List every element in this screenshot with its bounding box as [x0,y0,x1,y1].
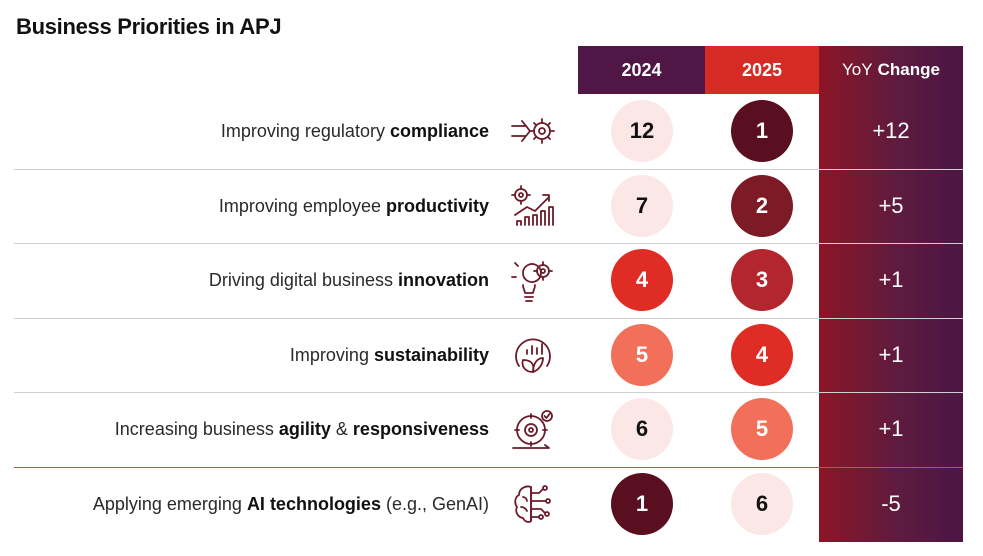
priority-label-pre: Improving [289,344,374,365]
priority-label: Applying emerging AI technologies (e.g.,… [93,467,489,541]
priority-label-pre: Increasing business [114,418,279,439]
compliance-gear-arrow-icon [511,118,555,144]
priority-row: Improving employee productivity 7 2 +5 [14,169,963,243]
page-title: Business Priorities in APJ [16,14,282,39]
yoy-change-value: +1 [878,267,904,292]
priority-label-pre: Applying emerging [92,493,247,514]
column-header-2024: 2024 [578,46,705,94]
rank-2024-circle: 4 [611,249,673,311]
rank-2024-circle: 12 [611,100,673,162]
priority-row: Improving sustainability 5 4 +1 [14,318,963,392]
row-divider [14,318,963,319]
agility-target-gear-icon [512,410,553,449]
priority-label-bold1: innovation [398,269,489,290]
priority-label-bold1: sustainability [373,344,489,365]
priority-label-pre: Driving digital business [208,269,398,290]
rank-2025-circle: 3 [731,249,793,311]
priority-label-bold1: productivity [385,195,489,216]
priority-label-bold1: compliance [389,120,489,141]
priority-label-post: (e.g., GenAI) [380,493,489,514]
priority-label-bold1: agility [278,418,331,439]
priority-label: Improving employee productivity [219,169,489,243]
priority-label-bold2: responsiveness [352,418,489,439]
productivity-growth-chart-icon [511,185,554,226]
rank-2024-circle: 1 [611,473,673,535]
yoy-change-value: -5 [881,491,901,516]
column-header-2025: 2025 [705,46,819,94]
priority-label: Improving sustainability [290,318,489,392]
rank-2024-circle: 6 [611,398,673,460]
innovation-lightbulb-gear-icon [511,261,553,302]
row-divider [14,467,963,468]
priority-label: Improving regulatory compliance [221,94,489,168]
rank-2024-circle: 5 [611,324,673,386]
priority-label-bold1: AI technologies [246,493,381,514]
yoy-change-value: +5 [878,193,904,218]
rank-2025-circle: 1 [731,100,793,162]
column-header-yoy-change: YoY Change [819,46,963,94]
priority-label: Increasing business agility & responsive… [115,392,489,466]
yoy-header-bold: Change [877,60,940,79]
rank-2024-circle: 7 [611,175,673,237]
yoy-change-column-background [819,46,963,542]
priority-row: Driving digital business innovation 4 3 +1 [14,243,963,317]
priority-row: Increasing business agility & responsive… [14,392,963,466]
priority-row: Improving regulatory compliance 12 1 +12 [14,94,963,168]
row-divider [14,169,963,170]
yoy-change-value: +1 [878,342,904,367]
rank-2025-circle: 6 [731,473,793,535]
rank-2025-circle: 2 [731,175,793,237]
yoy-change-value: +12 [872,118,910,143]
priority-row: Applying emerging AI technologies (e.g.,… [14,467,963,541]
rank-2025-circle: 5 [731,398,793,460]
priority-label-pre: Improving regulatory [220,120,390,141]
priority-label-mid: & [330,418,353,439]
yoy-change-value: +1 [878,416,904,441]
priority-label-pre: Improving employee [218,195,386,216]
rank-2025-circle: 4 [731,324,793,386]
yoy-header-prefix: YoY [842,60,873,79]
priority-label: Driving digital business innovation [209,243,489,317]
sustainability-leaf-chart-icon [515,338,551,373]
row-divider [14,243,963,244]
ai-brain-circuit-icon [514,485,551,523]
row-divider [14,392,963,393]
